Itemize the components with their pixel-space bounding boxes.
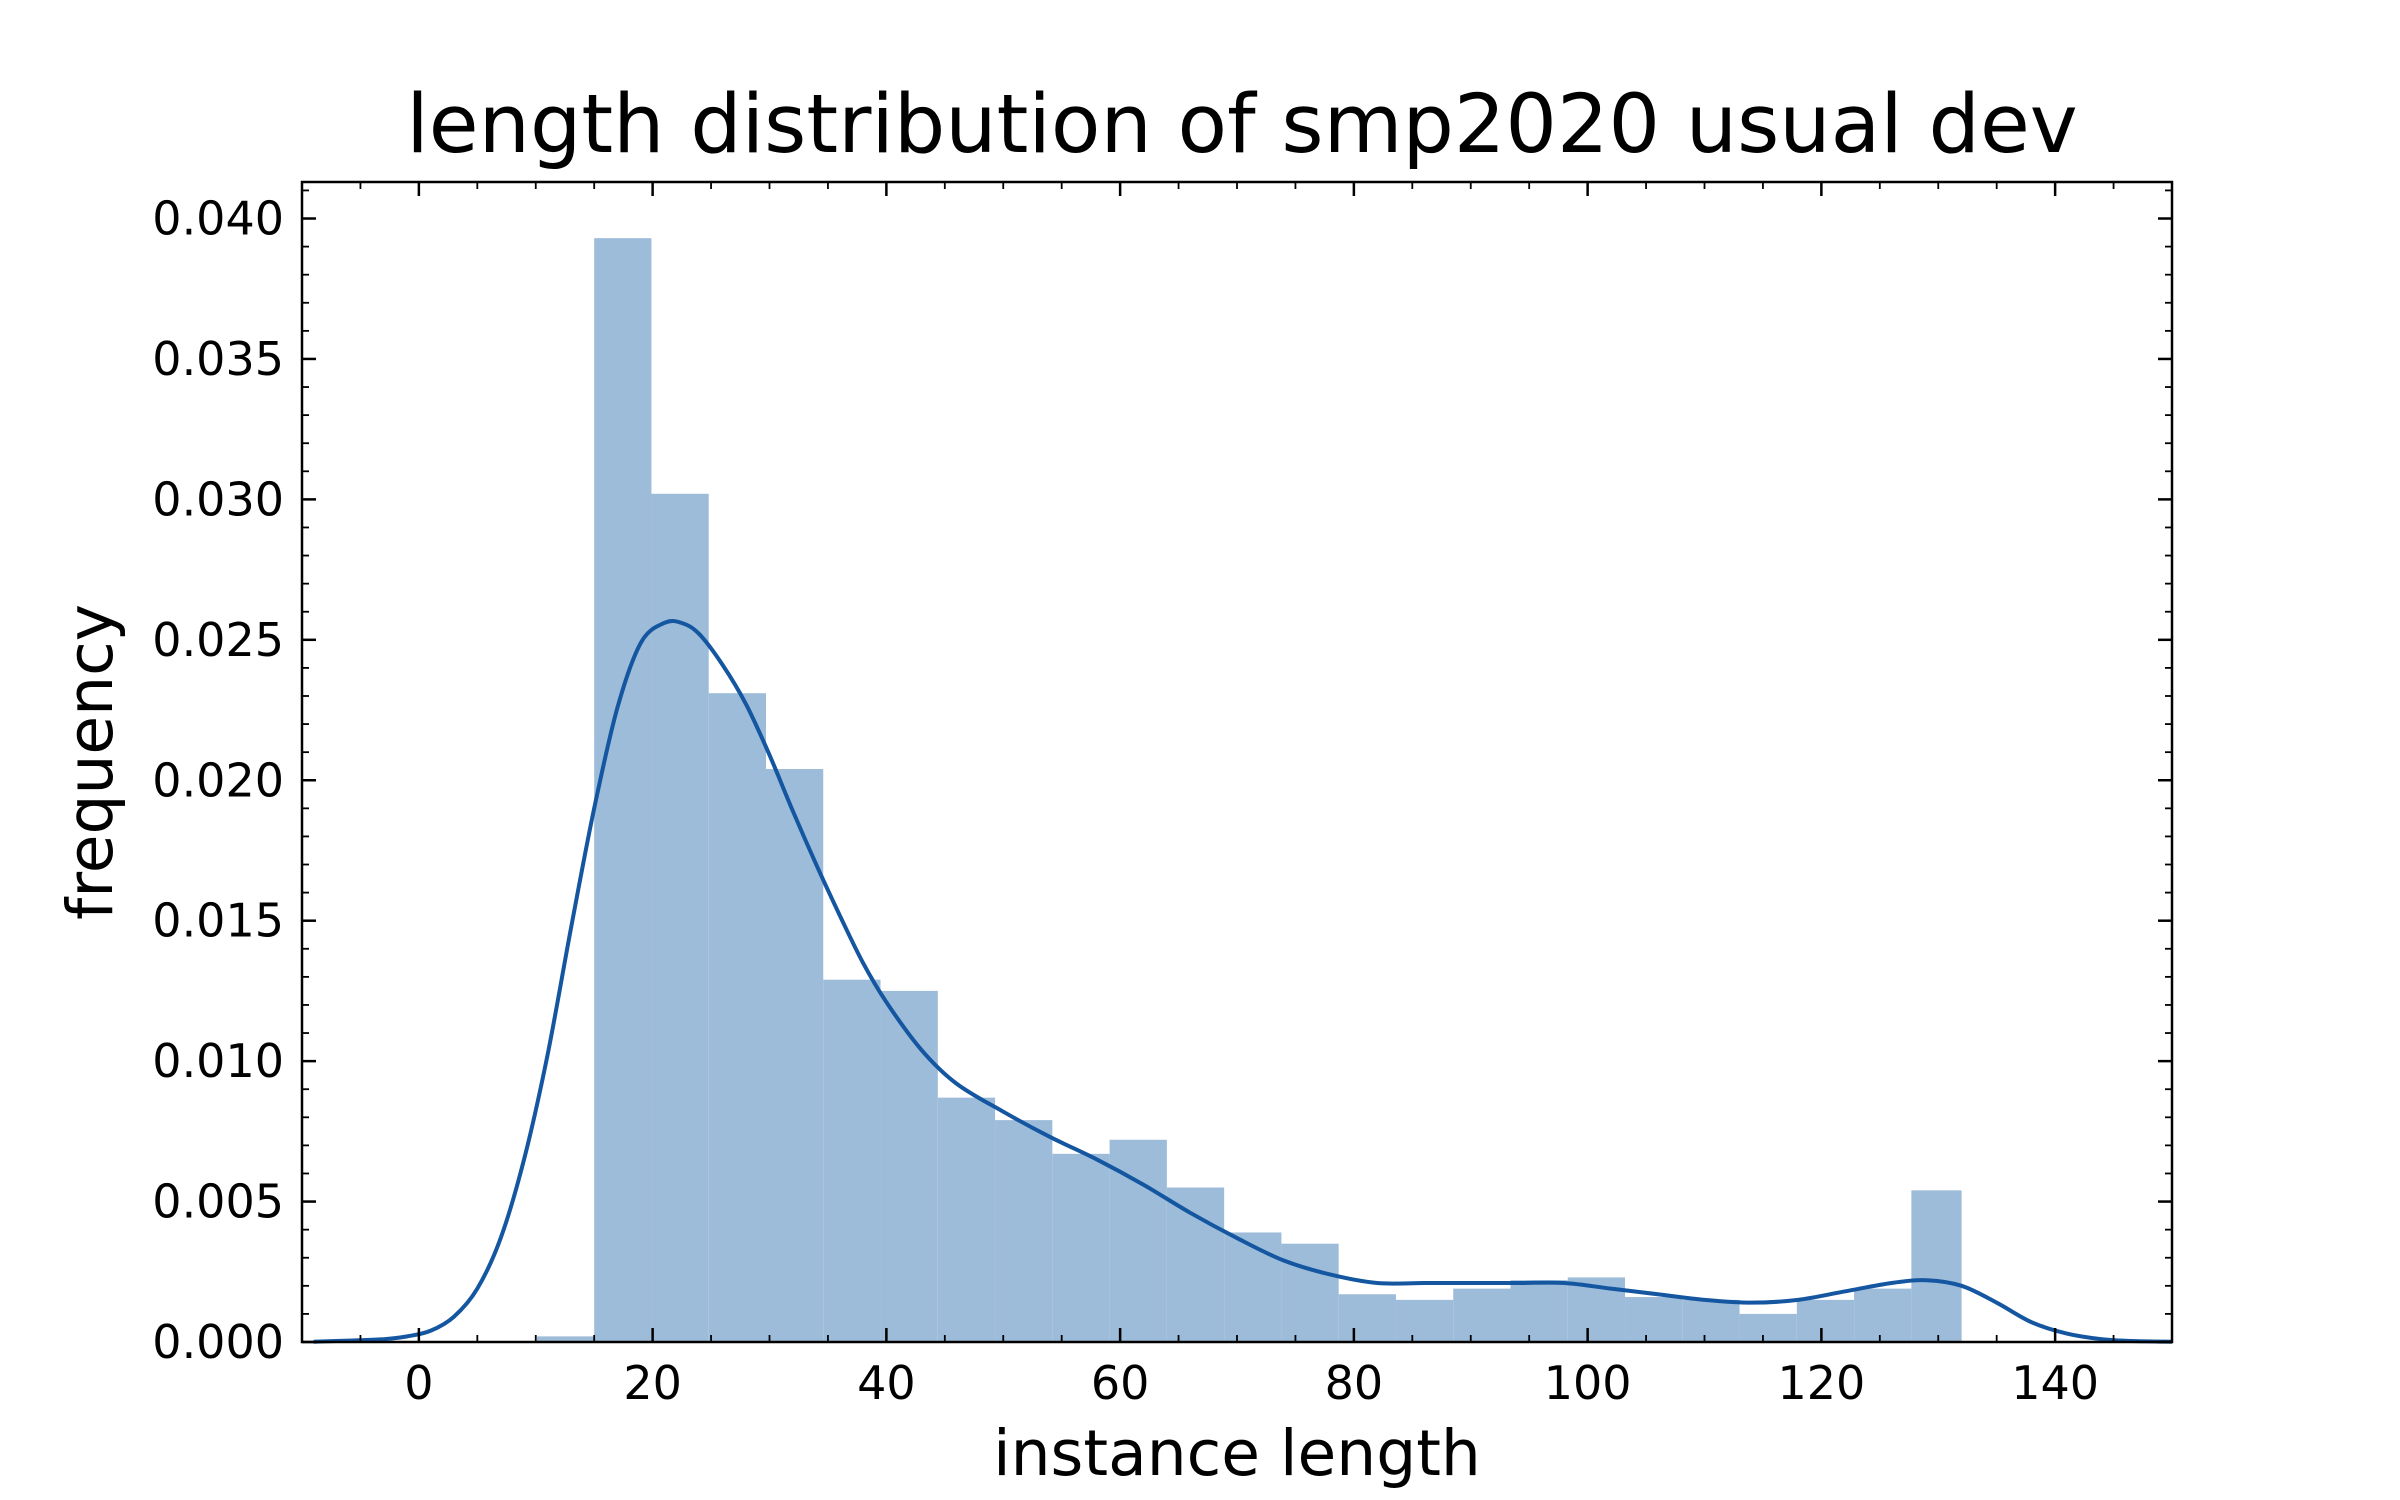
histogram-bars <box>536 238 1962 1342</box>
y-tick-label: 0.030 <box>152 472 284 526</box>
histogram-bar <box>594 238 652 1342</box>
y-tick-label: 0.025 <box>152 613 284 667</box>
histogram-bar <box>1625 1297 1683 1342</box>
y-tick-label: 0.015 <box>152 894 284 948</box>
histogram-bar <box>1166 1187 1225 1342</box>
y-axis-label: frequency <box>54 604 127 920</box>
histogram-bar <box>1453 1288 1511 1342</box>
histogram-bar <box>1739 1313 1797 1342</box>
x-tick-label: 0 <box>404 1356 433 1410</box>
histogram-bar <box>1224 1232 1282 1342</box>
histogram-bar <box>1854 1288 1912 1342</box>
histogram-bar <box>536 1336 595 1342</box>
y-tick-label: 0.020 <box>152 753 284 807</box>
x-axis-label: instance length <box>993 1417 1481 1490</box>
x-tick-label: 60 <box>1091 1356 1150 1410</box>
y-tick-label: 0.010 <box>152 1034 284 1088</box>
x-axis-ticks: 0 20 40 60 80 100 120 140 <box>301 182 2173 1410</box>
y-tick-label: 0.040 <box>152 192 284 246</box>
histogram-bar <box>937 1097 996 1342</box>
histogram-bar <box>1338 1294 1396 1342</box>
histogram-bar <box>765 769 824 1342</box>
kde-curve <box>313 619 2173 1344</box>
histogram-bar <box>1796 1299 1855 1342</box>
y-tick-label: 0.035 <box>152 332 284 386</box>
y-axis-ticks: 0.000 0.005 0.010 0.015 0.020 0.025 0.030 0.035… <box>152 189 2172 1369</box>
x-tick-label: 80 <box>1325 1356 1384 1410</box>
histogram-bar <box>1911 1190 1962 1342</box>
chart-title: length distribution of smp2020 usual dev <box>406 78 2077 172</box>
y-tick-label: 0.000 <box>152 1315 284 1369</box>
x-tick-label: 20 <box>623 1356 682 1410</box>
x-tick-label: 120 <box>1777 1356 1865 1410</box>
histogram-bar <box>708 693 766 1342</box>
histogram-bar <box>880 990 938 1342</box>
x-tick-label: 40 <box>857 1356 916 1410</box>
plot-frame <box>300 180 2174 1344</box>
histogram-bar <box>995 1120 1053 1342</box>
histogram-bar <box>1510 1280 1568 1342</box>
histogram-bar <box>823 979 881 1342</box>
x-tick-label: 100 <box>1544 1356 1632 1410</box>
histogram-bar <box>1682 1299 1740 1342</box>
x-tick-label: 140 <box>2011 1356 2099 1410</box>
histogram-bar <box>1109 1139 1167 1342</box>
histogram-bar <box>1052 1153 1110 1342</box>
histogram-bar <box>1281 1243 1339 1342</box>
y-tick-label: 0.005 <box>152 1175 284 1229</box>
histogram-bar <box>1395 1299 1454 1342</box>
